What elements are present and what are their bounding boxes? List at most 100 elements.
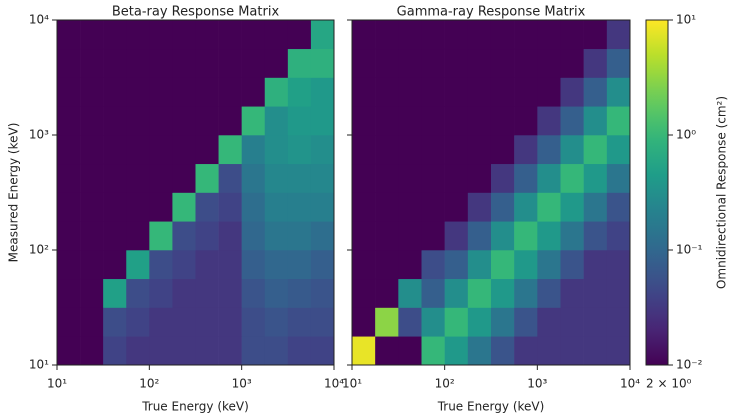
heatmap-cell: [218, 250, 242, 280]
heatmap-cell: [398, 221, 422, 251]
heatmap-cell: [149, 250, 173, 280]
heatmap-cell: [583, 20, 608, 50]
heatmap-cell: [218, 336, 242, 366]
x-tick-label: 10⁴: [324, 377, 344, 391]
colorbar-label: Omnidirectional Response (cm²): [715, 96, 729, 289]
heatmap-cell: [606, 278, 631, 308]
heatmap-cell: [398, 250, 422, 280]
heatmap-cell: [583, 278, 608, 308]
colorbar-tick-label: 10⁻²: [676, 358, 703, 372]
y-tick-label: 10²: [29, 243, 49, 257]
chart-title: Gamma-ray Response Matrix: [397, 5, 586, 20]
heatmap-cell: [241, 20, 266, 50]
heatmap-cell: [80, 106, 104, 136]
heatmap-cell: [287, 106, 312, 136]
heatmap-cell: [560, 336, 584, 366]
colorbar: [645, 19, 669, 366]
heatmap-cell: [375, 106, 399, 136]
heatmap-cell: [218, 48, 242, 78]
heatmap-cell: [537, 48, 561, 78]
heatmap-cell: [606, 163, 631, 193]
heatmap-cell: [57, 106, 81, 136]
heatmap-cell: [398, 163, 422, 193]
heatmap-cell: [80, 135, 104, 165]
heatmap-cell: [80, 77, 104, 107]
heatmap-cell: [375, 250, 399, 280]
heatmap-cell: [126, 20, 150, 50]
x-tick-label: 10⁴: [620, 377, 640, 391]
heatmap-cell: [310, 48, 335, 78]
heatmap-cell: [126, 135, 150, 165]
heatmap-cell: [421, 163, 445, 193]
heatmap-cell: [126, 77, 150, 107]
heatmap-cell: [264, 192, 289, 222]
heatmap-cell: [310, 278, 335, 308]
heatmap-cell: [241, 192, 266, 222]
heatmap-cell: [126, 48, 150, 78]
heatmap-cell: [287, 20, 312, 50]
heatmap-cell: [444, 77, 469, 107]
heatmap-cell: [398, 192, 422, 222]
heatmap-cell: [606, 77, 631, 107]
heatmap-cell: [103, 192, 127, 222]
heatmap-cell: [352, 20, 376, 50]
heatmap-cell: [375, 336, 399, 366]
heatmap-cell: [172, 221, 196, 251]
heatmap-cell: [149, 48, 173, 78]
heatmap-cell: [310, 192, 335, 222]
heatmap-cell: [57, 77, 81, 107]
heatmap-cell: [57, 250, 81, 280]
heatmap-cell: [583, 307, 608, 337]
heatmap-cell: [560, 77, 584, 107]
heatmap-cell: [241, 77, 266, 107]
heatmap-cell: [375, 221, 399, 251]
heatmap-cell: [287, 278, 312, 308]
heatmap-cell: [560, 307, 584, 337]
heatmap-cell: [241, 135, 266, 165]
heatmap-cell: [126, 307, 150, 337]
heatmap-cell: [490, 192, 515, 222]
heatmap-cell: [126, 336, 150, 366]
heatmap-cell: [421, 20, 445, 50]
heatmap-cell: [195, 20, 219, 50]
heatmap-cell: [490, 250, 515, 280]
heatmap-cell: [560, 48, 584, 78]
heatmap-cell: [583, 250, 608, 280]
heatmap-cell: [398, 20, 422, 50]
heatmap-cell: [398, 106, 422, 136]
heatmap-cell: [310, 336, 335, 366]
heatmap-cell: [80, 20, 104, 50]
heatmap-cell: [195, 163, 219, 193]
heatmap-cell: [421, 221, 445, 251]
heatmap-cell: [398, 135, 422, 165]
heatmap-cell: [560, 250, 584, 280]
heatmap-cell: [172, 278, 196, 308]
heatmap-cell: [149, 106, 173, 136]
heatmap-cell: [57, 336, 81, 366]
heatmap-cell: [514, 221, 538, 251]
heatmap-cell: [310, 106, 335, 136]
heatmap-cell: [218, 135, 242, 165]
x-axis-label: True Energy (keV): [141, 400, 249, 414]
colorbar-tick-label: 10¹: [676, 13, 696, 27]
heatmap-cell: [57, 221, 81, 251]
heatmap-cell: [560, 278, 584, 308]
heatmap-cell: [264, 77, 289, 107]
heatmap-cell: [375, 48, 399, 78]
heatmap-cell: [352, 278, 376, 308]
heatmap-cell: [218, 20, 242, 50]
heatmap-cell: [398, 307, 422, 337]
x-tick-label: 10³: [527, 377, 547, 391]
heatmap-cell: [103, 20, 127, 50]
heatmap-cell: [514, 192, 538, 222]
heatmap-cell: [421, 250, 445, 280]
plot-frame: [351, 19, 631, 366]
heatmap-cell: [310, 135, 335, 165]
heatmap-cell: [172, 77, 196, 107]
heatmap-cell: [149, 135, 173, 165]
heatmap-cell: [241, 221, 266, 251]
colorbar-tick-label: 10⁻¹: [676, 243, 703, 257]
heatmap-cell: [352, 77, 376, 107]
heatmap-cell: [103, 135, 127, 165]
heatmap-cell: [514, 307, 538, 337]
